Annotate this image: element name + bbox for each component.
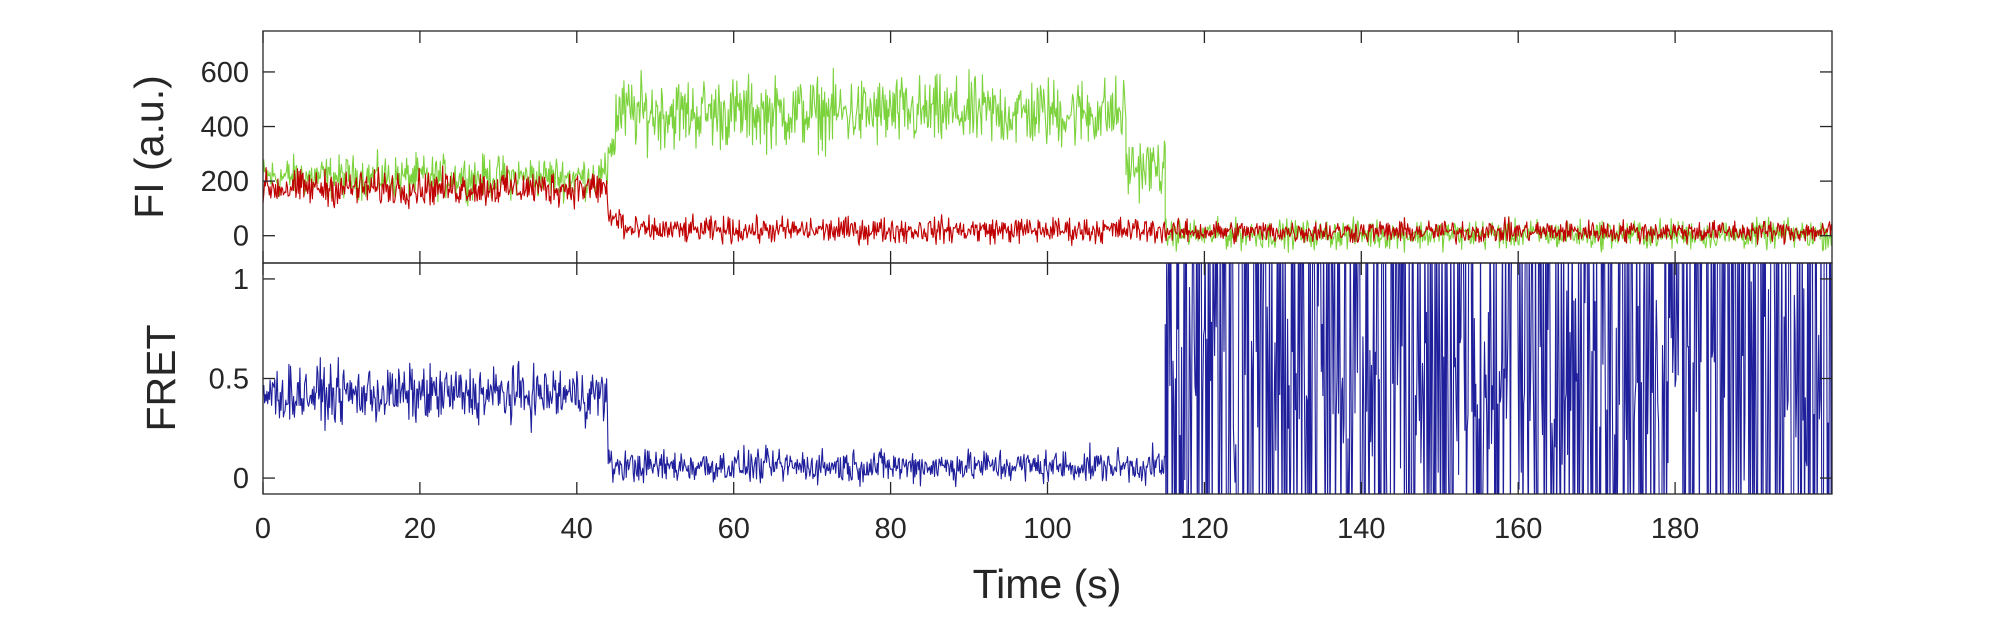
bottom-y-ticks: 00.51 [209,264,1832,495]
top-y-tick-label: 400 [201,112,249,144]
x-tick-label: 120 [1180,513,1228,545]
bottom-series-group [263,263,1832,494]
bottom-y-tick-label: 0 [233,463,249,495]
x-tick-label: 0 [255,513,271,545]
x-tick-label: 60 [718,513,750,545]
bottom-x-ticks: 0 20 40 60 80 100 120 140 160 180 [255,263,1699,545]
top-y-tick-label: 0 [233,221,249,253]
bottom-panel: 00.51 0 20 40 60 80 100 120 140 160 180 FRET Time… [138,262,1833,607]
bottom-series-line-0 [263,263,1832,494]
x-axis-label: Time (s) [973,561,1122,607]
x-tick-label: 180 [1651,513,1699,545]
x-tick-label: 40 [561,513,593,545]
top-y-ticks: 0 200 400 600 [201,31,1832,263]
top-y-tick-label: 600 [201,57,249,89]
bottom-y-tick-label: 1 [233,264,249,296]
top-panel: 0 200 400 600 FI (a.u.) [126,30,1833,264]
x-tick-label: 140 [1337,513,1385,545]
top-series-line-0 [263,67,1832,253]
x-tick-label: 20 [404,513,436,545]
bottom-y-tick-label: 0.5 [209,364,249,396]
x-tick-label: 160 [1494,513,1542,545]
x-tick-label: 100 [1023,513,1071,545]
top-series-group [263,67,1832,253]
bottom-y-axis-label: FRET [138,324,184,431]
top-y-tick-label: 200 [201,166,249,198]
top-series-line-1 [263,165,1832,247]
top-y-axis-label: FI (a.u.) [126,75,172,219]
x-tick-label: 80 [874,513,906,545]
